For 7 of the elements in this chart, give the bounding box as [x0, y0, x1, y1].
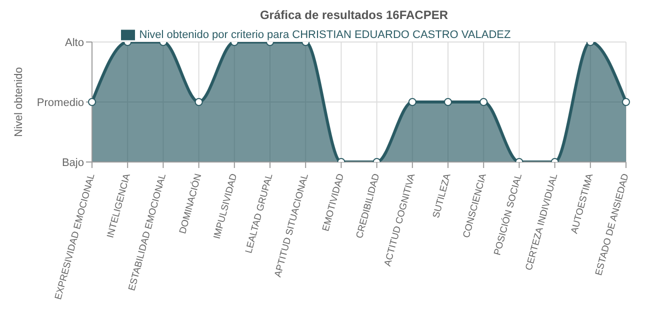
x-tick-label: LEALTAD GRUPAL: [244, 172, 276, 254]
y-axis-title: Nivel obtenido: [12, 67, 25, 137]
category-label: Promedio: [36, 96, 84, 109]
category-label: Bajo: [62, 156, 84, 169]
category-label: Alto: [65, 36, 84, 49]
legend-label: Nivel obtenido por criterio para CHRISTIAN EDUARDO CASTRO VALADEZ: [139, 28, 511, 41]
chart-title: Gráfica de resultados 16FACPER: [258, 8, 450, 24]
